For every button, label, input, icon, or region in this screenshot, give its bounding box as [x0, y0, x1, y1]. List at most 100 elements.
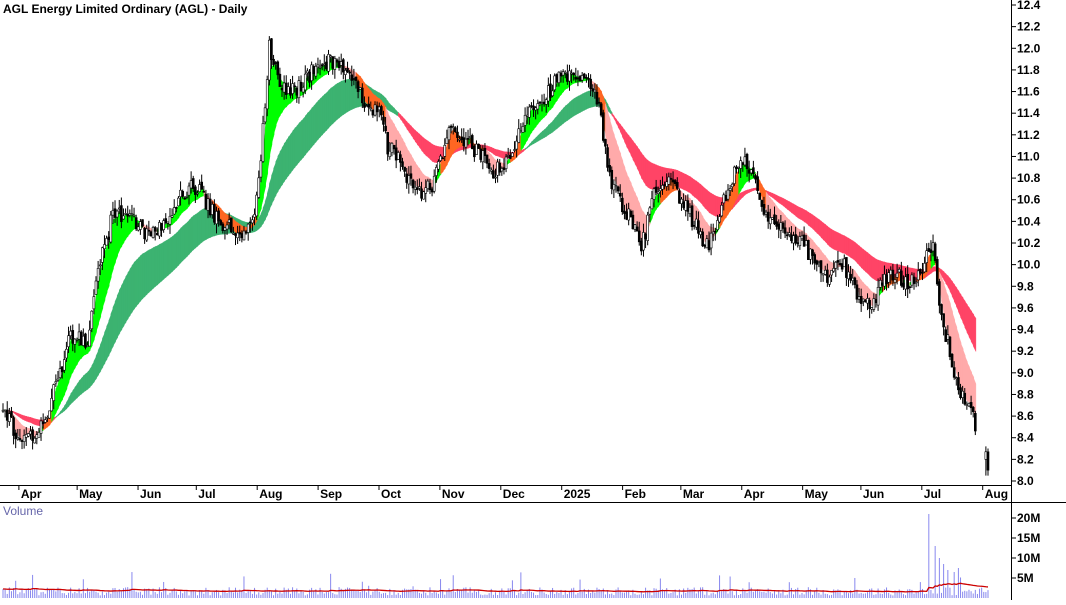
candle-body: [137, 227, 139, 230]
candle-body: [46, 417, 48, 418]
candle-body: [273, 59, 275, 64]
candle-body: [412, 180, 414, 188]
candle-body: [300, 82, 302, 90]
candle-body: [262, 123, 264, 161]
time-tick-label: May: [805, 487, 829, 501]
candle-body: [313, 66, 315, 73]
candle-body: [258, 178, 260, 198]
candle-body: [985, 452, 987, 460]
price-tick-label: 10.8: [1017, 171, 1041, 185]
candle-body: [2, 410, 4, 411]
candle-body: [118, 208, 120, 209]
candle-body: [177, 198, 179, 206]
candle-body: [953, 368, 955, 378]
candle-body: [740, 161, 742, 169]
candle-body: [349, 72, 351, 73]
candle-body: [332, 57, 334, 69]
candle-body: [397, 152, 399, 159]
candle-body: [919, 269, 921, 273]
candle-body: [828, 277, 830, 284]
candle-body: [714, 231, 716, 232]
candle-body: [321, 65, 323, 67]
candle-body: [657, 192, 659, 194]
candle-body: [281, 88, 283, 90]
time-tick-label: Jun: [140, 487, 161, 501]
candle-body: [495, 177, 497, 178]
candle-body: [530, 106, 532, 107]
candle-body: [21, 440, 23, 441]
candle-body: [533, 106, 535, 110]
price-tick-label: 11.8: [1017, 63, 1040, 77]
candle-body: [425, 188, 427, 194]
candle-body: [645, 234, 647, 239]
candle-body: [142, 220, 144, 227]
candle-body: [25, 434, 27, 437]
candle-body: [416, 188, 418, 190]
candle-body: [76, 339, 78, 340]
price-tick-label: 10.2: [1017, 236, 1041, 250]
candle-body: [114, 209, 116, 218]
candle-body: [972, 407, 974, 411]
candle-body: [852, 278, 854, 281]
candle-body: [120, 206, 122, 222]
candle-body: [497, 162, 499, 175]
time-tick-label: Aug: [985, 487, 1008, 501]
candle-body: [389, 151, 391, 156]
candle-body: [49, 411, 51, 418]
candle-body: [940, 304, 942, 314]
candle-body: [516, 141, 518, 149]
candle-body: [486, 155, 488, 163]
candle-body: [203, 191, 205, 192]
candle-body: [966, 404, 968, 405]
candle-body: [355, 77, 357, 80]
candle-body: [429, 183, 431, 190]
candle-body: [340, 62, 342, 66]
candle-body: [34, 438, 36, 443]
candle-body: [921, 272, 923, 273]
volume-tick-label: 20M: [1017, 511, 1040, 525]
candle-body: [573, 73, 575, 75]
candle-body: [277, 62, 279, 75]
candle-body: [761, 200, 763, 206]
candle-body: [23, 435, 25, 441]
candle-body: [395, 148, 397, 160]
time-tick-label: Jul: [924, 487, 941, 501]
candle-body: [421, 189, 423, 198]
price-tick-label: 12.0: [1017, 41, 1041, 55]
candle-body: [359, 88, 361, 90]
candle-body: [330, 56, 332, 57]
volume-label: Volume: [3, 504, 43, 518]
candle-body: [913, 277, 915, 284]
candle-body: [621, 198, 623, 212]
candle-body: [78, 332, 80, 339]
candle-body: [566, 74, 568, 82]
candle-body: [366, 106, 368, 107]
candle-body: [338, 61, 340, 68]
candle-body: [681, 199, 683, 204]
candle-body: [423, 192, 425, 199]
candle-body: [89, 330, 91, 346]
candle-body: [230, 218, 232, 232]
candle-body: [150, 232, 152, 236]
candle-body: [380, 106, 382, 115]
candle-body: [454, 128, 456, 132]
candle-body: [894, 280, 896, 283]
candle-body: [892, 270, 894, 280]
candle-body: [765, 212, 767, 214]
price-tick-label: 9.0: [1017, 366, 1034, 380]
candle-body: [619, 193, 621, 196]
candle-body: [883, 274, 885, 286]
candle-body: [323, 64, 325, 65]
price-tick-label: 9.8: [1017, 279, 1034, 293]
candle-body: [84, 334, 86, 347]
candle-body: [733, 167, 735, 184]
candle-body: [763, 204, 765, 214]
candle-body: [909, 287, 911, 288]
candle-body: [414, 187, 416, 189]
candle-body: [594, 90, 596, 92]
candle-body: [826, 270, 828, 283]
time-tick-label: May: [79, 487, 103, 501]
candle-body: [87, 345, 89, 346]
candle-body: [368, 104, 370, 107]
candle-body: [706, 239, 708, 248]
